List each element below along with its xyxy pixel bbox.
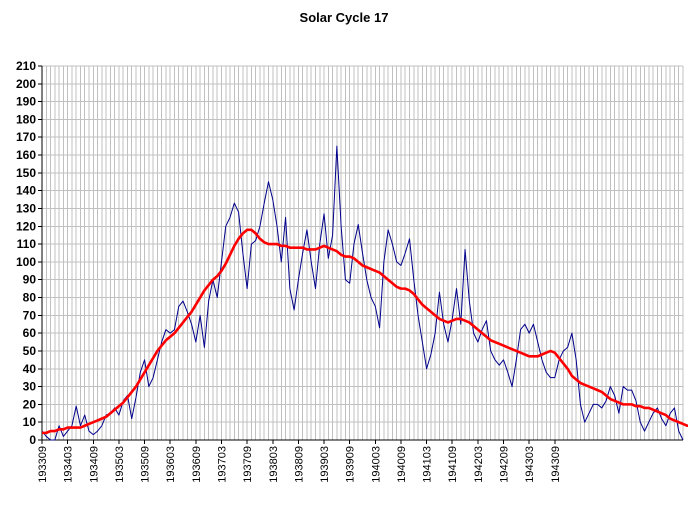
y-tick-label: 210 bbox=[16, 59, 36, 73]
y-tick-label: 100 bbox=[16, 255, 36, 269]
grid-vertical bbox=[41, 66, 684, 440]
y-tick-label: 10 bbox=[23, 415, 37, 429]
y-tick-label: 190 bbox=[16, 95, 36, 109]
series-line-smoothed bbox=[42, 228, 688, 435]
y-tick-label: 40 bbox=[23, 362, 37, 376]
axes bbox=[41, 66, 683, 441]
x-tick-label: 193709 bbox=[242, 446, 254, 483]
x-tick-label: 194109 bbox=[447, 446, 459, 483]
x-tick-label: 193509 bbox=[140, 446, 152, 483]
y-tick-label: 150 bbox=[16, 166, 36, 180]
y-tick-label: 20 bbox=[23, 397, 37, 411]
x-tick-label: 193403 bbox=[63, 446, 75, 483]
series-group bbox=[41, 145, 688, 441]
y-tick-label: 50 bbox=[23, 344, 37, 358]
y-tick-label: 160 bbox=[16, 148, 36, 162]
x-tick-label: 194209 bbox=[499, 446, 511, 483]
x-tick-label: 193803 bbox=[268, 446, 280, 483]
y-tick-label: 200 bbox=[16, 77, 36, 91]
y-axis-ticks: 0 10 20 30 40 50 60 70 80 90 100 110 120 130 140 150 160… bbox=[16, 59, 42, 447]
y-tick-label: 170 bbox=[16, 130, 36, 144]
y-tick-label: 180 bbox=[16, 112, 36, 126]
x-tick-label: 194003 bbox=[370, 446, 382, 483]
chart-title: Solar Cycle 17 bbox=[300, 10, 389, 25]
x-tick-label: 193609 bbox=[191, 446, 203, 483]
y-tick-label: 60 bbox=[23, 326, 37, 340]
x-axis-ticks: 193309 193403 193409 193503 193509 193603 1936… bbox=[37, 440, 562, 483]
x-tick-label: 193503 bbox=[114, 446, 126, 483]
y-tick-label: 80 bbox=[23, 291, 37, 305]
y-tick-label: 90 bbox=[23, 273, 37, 287]
y-tick-label: 70 bbox=[23, 308, 37, 322]
y-tick-label: 130 bbox=[16, 201, 36, 215]
x-tick-label: 193603 bbox=[165, 446, 177, 483]
y-tick-label: 120 bbox=[16, 219, 36, 233]
x-tick-label: 194309 bbox=[550, 446, 562, 483]
x-tick-label: 194103 bbox=[422, 446, 434, 483]
x-tick-label: 193309 bbox=[37, 446, 49, 483]
x-tick-label: 193809 bbox=[293, 446, 305, 483]
x-tick-label: 193903 bbox=[319, 446, 331, 483]
y-tick-label: 30 bbox=[23, 380, 37, 394]
x-tick-label: 194303 bbox=[524, 446, 536, 483]
x-tick-label: 194203 bbox=[473, 446, 485, 483]
x-tick-label: 193909 bbox=[345, 446, 357, 483]
series-line-monthly bbox=[41, 145, 684, 441]
x-tick-label: 193409 bbox=[88, 446, 100, 483]
y-tick-label: 110 bbox=[17, 237, 37, 251]
x-tick-label: 194009 bbox=[396, 446, 408, 483]
x-tick-label: 193703 bbox=[216, 446, 228, 483]
y-tick-label: 0 bbox=[29, 433, 36, 447]
y-tick-label: 140 bbox=[16, 184, 36, 198]
